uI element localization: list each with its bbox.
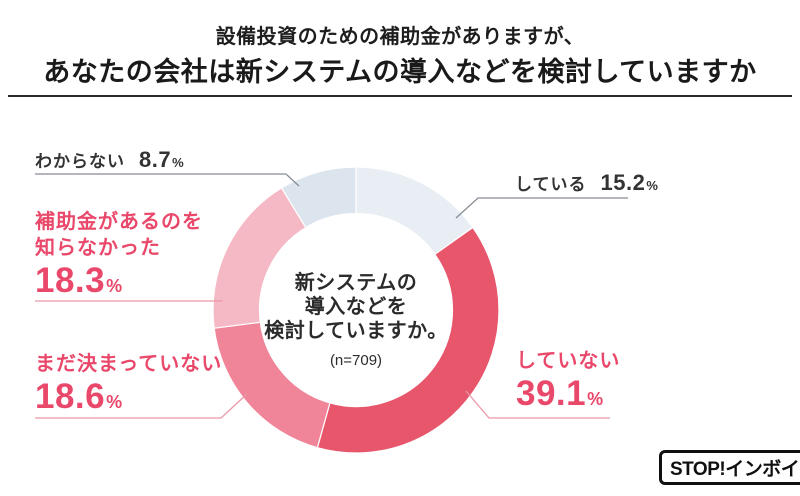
callout-wakaranai-percent-sign: %: [172, 155, 184, 170]
donut-chart: [212, 166, 500, 454]
callout-hojokin: 補助金があるのを知らなかった 18.3 %: [35, 209, 203, 301]
callout-mada-label: まだ決まっていない: [35, 353, 223, 375]
callout-shiteiru-percent-sign: %: [646, 178, 658, 193]
callout-hojokin-label: 補助金があるのを知らなかった: [35, 211, 203, 259]
page-title-line2: あなたの会社は新システムの導入などを検討していますか: [43, 57, 757, 87]
callout-mada-value: 18.6: [35, 377, 106, 416]
title-divider: [8, 95, 792, 97]
callout-mada-percent-sign: %: [106, 392, 123, 412]
callout-shiteiru-label: している: [515, 175, 587, 194]
callout-wakaranai-value: 8.7: [139, 147, 172, 172]
donut-segment-1: [316, 226, 500, 454]
center-line1: 新システムの: [294, 272, 418, 294]
callout-hojokin-percent-sign: %: [106, 276, 123, 296]
callout-shiteinai: していない 39.1 %: [516, 348, 620, 414]
callout-shiteinai-label: していない: [516, 350, 621, 372]
callout-wakaranai-label: わからない: [35, 152, 125, 171]
callout-shiteiru: している 15.2 %: [515, 170, 658, 196]
stop-invoice-logo-text: STOP!インボイス: [670, 459, 800, 480]
center-line2: 導入などを: [304, 296, 408, 318]
donut-segment-4: [280, 166, 357, 229]
stop-invoice-logo: STOP!インボイス: [659, 450, 800, 485]
callout-shiteinai-percent-sign: %: [587, 389, 604, 409]
donut-center-label: 新システムの 導入などを 検討していますか。 (n=709): [256, 271, 456, 373]
callout-shiteinai-value: 39.1: [516, 374, 587, 413]
center-line3: 検討していますか。: [264, 320, 448, 342]
callout-wakaranai: わからない 8.7 %: [35, 147, 184, 173]
page-title-line1: 設備投資のための補助金がありますが、: [215, 26, 585, 48]
callout-mada: まだ決まっていない 18.6 %: [35, 351, 222, 417]
sample-size: (n=709): [329, 352, 383, 369]
callout-shiteiru-value: 15.2: [600, 170, 646, 195]
callout-hojokin-value: 18.3: [35, 261, 106, 300]
